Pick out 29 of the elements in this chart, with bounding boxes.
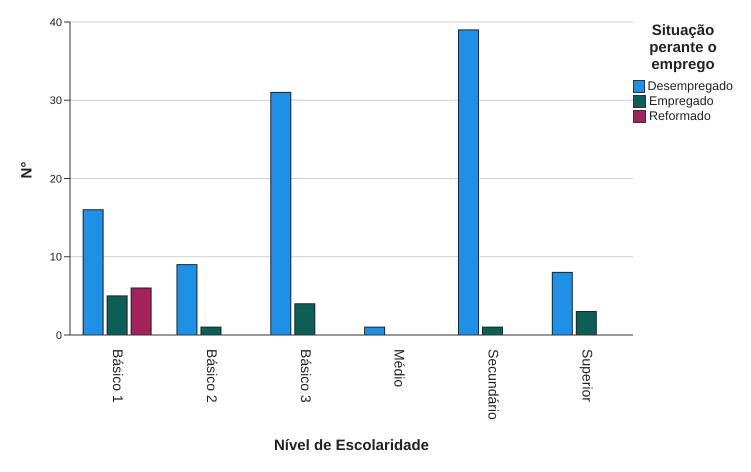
bar [364, 326, 386, 335]
y-tick-label: 20 [50, 173, 62, 186]
bar [176, 264, 198, 335]
legend-label: Desempregado [646, 79, 733, 93]
y-tick-label: 30 [50, 95, 62, 108]
x-tick-label: Básico 3 [298, 349, 314, 403]
bar [482, 326, 503, 335]
bar [130, 288, 152, 335]
bar [576, 311, 597, 335]
y-tick-label: 40 [50, 16, 62, 29]
x-tick-label: Básico 2 [204, 349, 220, 403]
bar [270, 92, 292, 335]
legend-label: Empregado [648, 94, 715, 108]
bar [82, 209, 104, 335]
bar [552, 272, 573, 335]
y-tick-label: 10 [50, 252, 62, 264]
bar [458, 29, 479, 335]
x-axis-title: Nível de Escolaridade [274, 437, 430, 454]
bar [106, 295, 128, 335]
bar [294, 303, 316, 335]
legend-title: Situação perante o emprego [648, 22, 718, 73]
y-axis-title: N° [18, 162, 36, 178]
bar [200, 326, 222, 335]
y-tick-label: 0 [56, 330, 62, 342]
x-tick-label: Médio [392, 349, 408, 388]
legend-label: Reformado [648, 109, 712, 123]
x-tick-label: Superior [579, 349, 596, 402]
x-tick-label: Secundário [486, 349, 502, 420]
x-tick-label: Básico 1 [110, 349, 126, 403]
